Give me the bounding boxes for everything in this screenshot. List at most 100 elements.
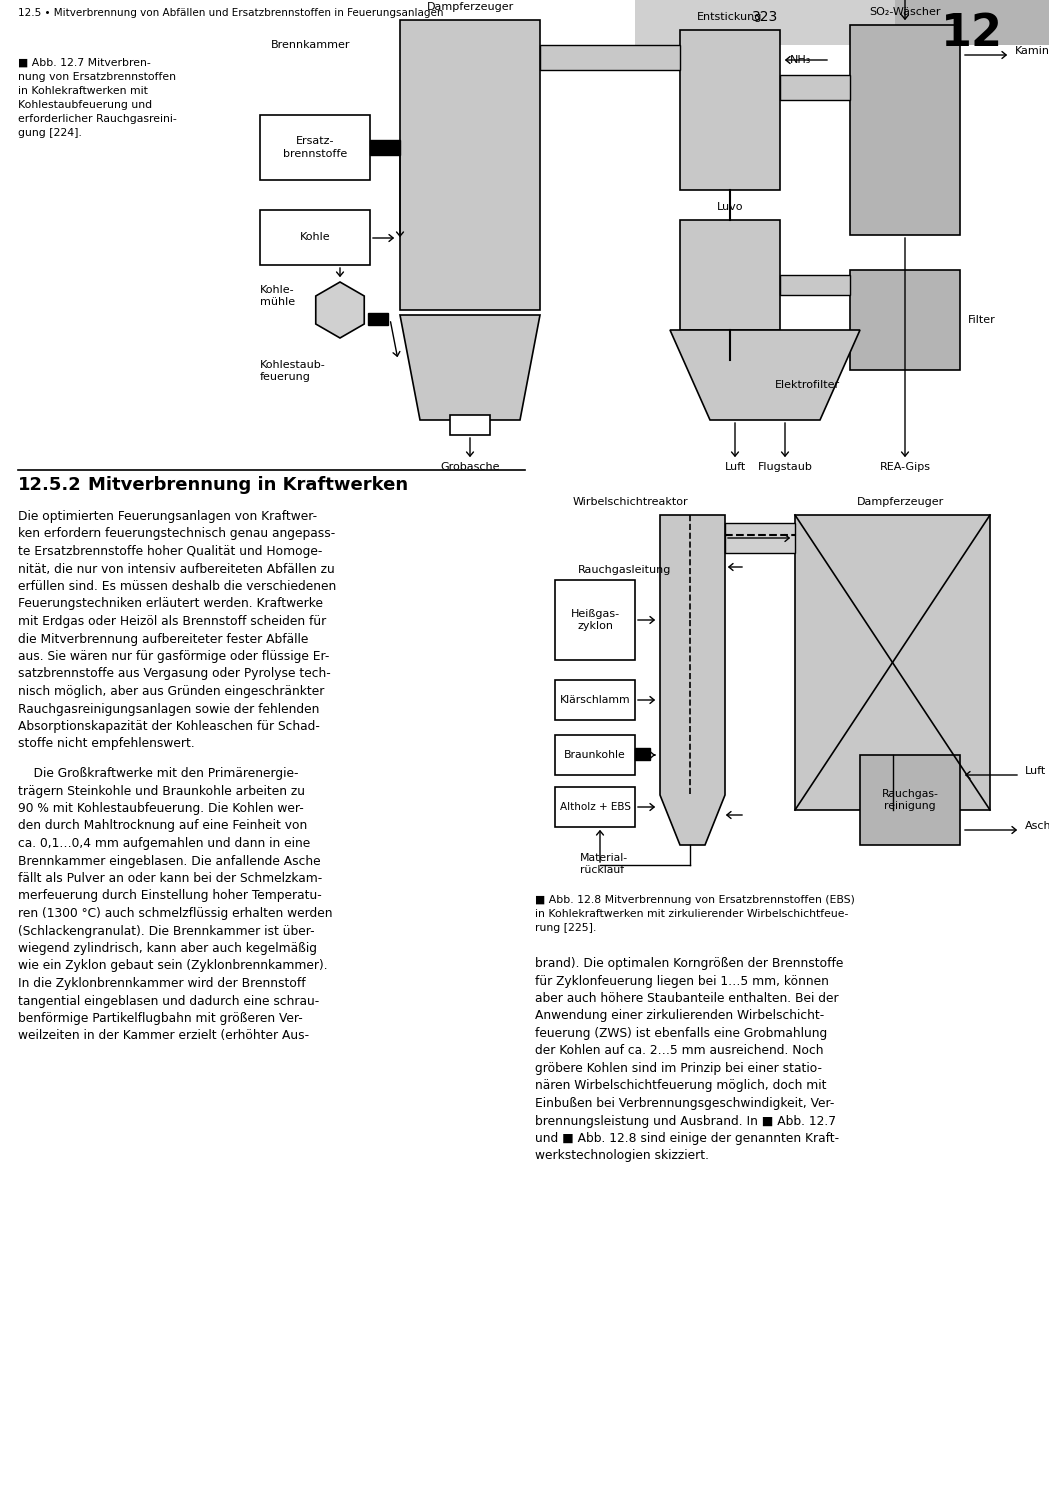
Text: der Kohlen auf ca. 2…5 mm ausreichend. Noch: der Kohlen auf ca. 2…5 mm ausreichend. N… <box>535 1044 823 1058</box>
Text: aus. Sie wären nur für gasförmige oder flüssige Er-: aus. Sie wären nur für gasförmige oder f… <box>18 650 329 663</box>
Bar <box>635 748 650 760</box>
Text: Klärschlamm: Klärschlamm <box>560 694 630 705</box>
Bar <box>555 680 635 720</box>
Text: Ersatz-
brennstoffe: Ersatz- brennstoffe <box>283 136 347 159</box>
Bar <box>368 314 388 326</box>
Bar <box>400 20 540 310</box>
Text: merfeuerung durch Einstellung hoher Temperatu-: merfeuerung durch Einstellung hoher Temp… <box>18 890 322 903</box>
Text: tangential eingeblasen und dadurch eine schrau-: tangential eingeblasen und dadurch eine … <box>18 994 319 1008</box>
Text: nität, die nur von intensiv aufbereiteten Abfällen zu: nität, die nur von intensiv aufbereitete… <box>18 562 335 576</box>
Polygon shape <box>670 330 860 420</box>
Text: Kohlestaubfeuerung und: Kohlestaubfeuerung und <box>18 100 152 109</box>
Text: Die Großkraftwerke mit den Primärenergie-: Die Großkraftwerke mit den Primärenergie… <box>18 766 299 780</box>
Text: erfüllen sind. Es müssen deshalb die verschiedenen: erfüllen sind. Es müssen deshalb die ver… <box>18 580 337 592</box>
Text: in Kohlekraftwerken mit zirkulierender Wirbelschichtfeue-: in Kohlekraftwerken mit zirkulierender W… <box>535 909 849 920</box>
Text: den durch Mahltrocknung auf eine Feinheit von: den durch Mahltrocknung auf eine Feinhei… <box>18 819 307 833</box>
Bar <box>555 580 635 660</box>
Text: 323: 323 <box>752 10 778 24</box>
Text: ■ Abb. 12.7 Mitverbren-: ■ Abb. 12.7 Mitverbren- <box>18 58 151 68</box>
Text: für Zyklonfeuerung liegen bei 1…5 mm, können: für Zyklonfeuerung liegen bei 1…5 mm, kö… <box>535 975 829 987</box>
Text: Grobasche: Grobasche <box>441 462 499 472</box>
Bar <box>680 30 780 190</box>
Text: te Ersatzbrennstoffe hoher Qualität und Homoge-: te Ersatzbrennstoffe hoher Qualität und … <box>18 544 322 558</box>
Text: SO₂-Wäscher: SO₂-Wäscher <box>870 8 941 16</box>
Text: mit Erdgas oder Heizöl als Brennstoff scheiden für: mit Erdgas oder Heizöl als Brennstoff sc… <box>18 615 326 628</box>
Text: brand). Die optimalen Korngrößen der Brennstoffe: brand). Die optimalen Korngrößen der Bre… <box>535 957 843 970</box>
Text: Kohle: Kohle <box>300 232 330 243</box>
Text: wie ein Zyklon gebaut sein (Zyklonbrennkammer).: wie ein Zyklon gebaut sein (Zyklonbrennk… <box>18 960 327 972</box>
Text: Elektrofilter: Elektrofilter <box>775 380 840 390</box>
Text: Absorptionskapazität der Kohleaschen für Schad-: Absorptionskapazität der Kohleaschen für… <box>18 720 320 734</box>
Text: gröbere Kohlen sind im Prinzip bei einer statio-: gröbere Kohlen sind im Prinzip bei einer… <box>535 1062 822 1076</box>
Text: Feuerungstechniken erläutert werden. Kraftwerke: Feuerungstechniken erläutert werden. Kra… <box>18 597 323 610</box>
Text: Rauchgasleitung: Rauchgasleitung <box>578 566 671 574</box>
Text: rung [225].: rung [225]. <box>535 922 597 933</box>
Text: Filter: Filter <box>968 315 996 326</box>
Text: Altholz + EBS: Altholz + EBS <box>559 802 630 812</box>
Bar <box>850 26 960 236</box>
Text: fällt als Pulver an oder kann bei der Schmelzkam-: fällt als Pulver an oder kann bei der Sc… <box>18 871 322 885</box>
Bar <box>850 270 960 370</box>
Bar <box>540 45 680 70</box>
Bar <box>795 514 990 810</box>
Text: Dampferzeuger: Dampferzeuger <box>426 2 514 12</box>
Text: Luft: Luft <box>1025 766 1046 776</box>
Text: trägern Steinkohle und Braunkohle arbeiten zu: trägern Steinkohle und Braunkohle arbeit… <box>18 784 305 798</box>
Text: NH₃: NH₃ <box>790 56 811 64</box>
Bar <box>680 220 780 330</box>
Bar <box>780 274 850 296</box>
Text: gung [224].: gung [224]. <box>18 128 82 138</box>
Text: ca. 0,1…0,4 mm aufgemahlen und dann in eine: ca. 0,1…0,4 mm aufgemahlen und dann in e… <box>18 837 311 850</box>
Bar <box>555 735 635 776</box>
Text: Brennkammer: Brennkammer <box>271 40 350 50</box>
Text: 12.5.2: 12.5.2 <box>18 476 82 494</box>
Text: erforderlicher Rauchgasreini-: erforderlicher Rauchgasreini- <box>18 114 176 125</box>
Bar <box>370 140 400 154</box>
Text: 12.5 • Mitverbrennung von Abfällen und Ersatzbrennstoffen in Feuerungsanlagen: 12.5 • Mitverbrennung von Abfällen und E… <box>18 8 444 18</box>
Text: Kohlestaub-
feuerung: Kohlestaub- feuerung <box>260 360 326 382</box>
Text: Rauchgas-
reinigung: Rauchgas- reinigung <box>881 789 939 812</box>
Text: ken erfordern feuerungstechnisch genau angepass-: ken erfordern feuerungstechnisch genau a… <box>18 528 336 540</box>
Text: in Kohlekraftwerken mit: in Kohlekraftwerken mit <box>18 86 148 96</box>
Text: Mitverbrennung in Kraftwerken: Mitverbrennung in Kraftwerken <box>88 476 408 494</box>
Text: Flugstaub: Flugstaub <box>757 462 812 472</box>
Text: Wirbelschichtreaktor: Wirbelschichtreaktor <box>572 496 688 507</box>
Text: Entstickung: Entstickung <box>698 12 763 22</box>
Text: 90 % mit Kohlestaubfeuerung. Die Kohlen wer-: 90 % mit Kohlestaubfeuerung. Die Kohlen … <box>18 802 304 814</box>
Bar <box>260 116 370 180</box>
Text: Anwendung einer zirkulierenden Wirbelschicht-: Anwendung einer zirkulierenden Wirbelsch… <box>535 1010 825 1023</box>
Bar <box>780 75 850 100</box>
Text: Kohle-
mühle: Kohle- mühle <box>260 285 295 308</box>
Text: REA-Gips: REA-Gips <box>879 462 930 472</box>
Polygon shape <box>400 315 540 420</box>
Text: werkstechnologien skizziert.: werkstechnologien skizziert. <box>535 1149 709 1162</box>
Text: die Mitverbrennung aufbereiteter fester Abfälle: die Mitverbrennung aufbereiteter fester … <box>18 633 308 645</box>
Text: satzbrennstoffe aus Vergasung oder Pyrolyse tech-: satzbrennstoffe aus Vergasung oder Pyrol… <box>18 668 330 681</box>
Text: In die Zyklonbrennkammer wird der Brennstoff: In die Zyklonbrennkammer wird der Brenns… <box>18 976 305 990</box>
Text: Einbußen bei Verbrennungsgeschwindigkeit, Ver-: Einbußen bei Verbrennungsgeschwindigkeit… <box>535 1096 834 1110</box>
Polygon shape <box>316 282 364 338</box>
Bar <box>725 524 795 554</box>
Text: nären Wirbelschichtfeuerung möglich, doch mit: nären Wirbelschichtfeuerung möglich, doc… <box>535 1080 827 1092</box>
Text: nisch möglich, aber aus Gründen eingeschränkter: nisch möglich, aber aus Gründen eingesch… <box>18 686 324 698</box>
Text: aber auch höhere Staubanteile enthalten. Bei der: aber auch höhere Staubanteile enthalten.… <box>535 992 838 1005</box>
Text: 12: 12 <box>941 12 1003 56</box>
Text: benförmige Partikelflugbahn mit größeren Ver-: benförmige Partikelflugbahn mit größeren… <box>18 1013 303 1025</box>
Bar <box>635 0 895 45</box>
Text: ren (1300 °C) auch schmelzflüssig erhalten werden: ren (1300 °C) auch schmelzflüssig erhalt… <box>18 908 333 920</box>
Text: Luft: Luft <box>725 462 746 472</box>
Bar <box>895 0 1049 45</box>
Text: Die optimierten Feuerungsanlagen von Kraftwer-: Die optimierten Feuerungsanlagen von Kra… <box>18 510 317 524</box>
Text: Material-
rücklauf: Material- rücklauf <box>580 853 628 876</box>
Text: Kamin: Kamin <box>1015 46 1049 56</box>
Text: nung von Ersatzbrennstoffen: nung von Ersatzbrennstoffen <box>18 72 176 82</box>
Text: wiegend zylindrisch, kann aber auch kegelmäßig: wiegend zylindrisch, kann aber auch kege… <box>18 942 317 956</box>
Bar <box>260 210 370 266</box>
Text: Asche: Asche <box>1025 821 1049 831</box>
Text: Brennkammer eingeblasen. Die anfallende Asche: Brennkammer eingeblasen. Die anfallende … <box>18 855 321 867</box>
Text: stoffe nicht empfehlenswert.: stoffe nicht empfehlenswert. <box>18 738 195 750</box>
Text: feuerung (ZWS) ist ebenfalls eine Grobmahlung: feuerung (ZWS) ist ebenfalls eine Grobma… <box>535 1028 828 1039</box>
Text: und ■ Abb. 12.8 sind einige der genannten Kraft-: und ■ Abb. 12.8 sind einige der genannte… <box>535 1132 839 1144</box>
Text: weilzeiten in der Kammer erzielt (erhöhter Aus-: weilzeiten in der Kammer erzielt (erhöht… <box>18 1029 309 1042</box>
Bar <box>860 754 960 844</box>
